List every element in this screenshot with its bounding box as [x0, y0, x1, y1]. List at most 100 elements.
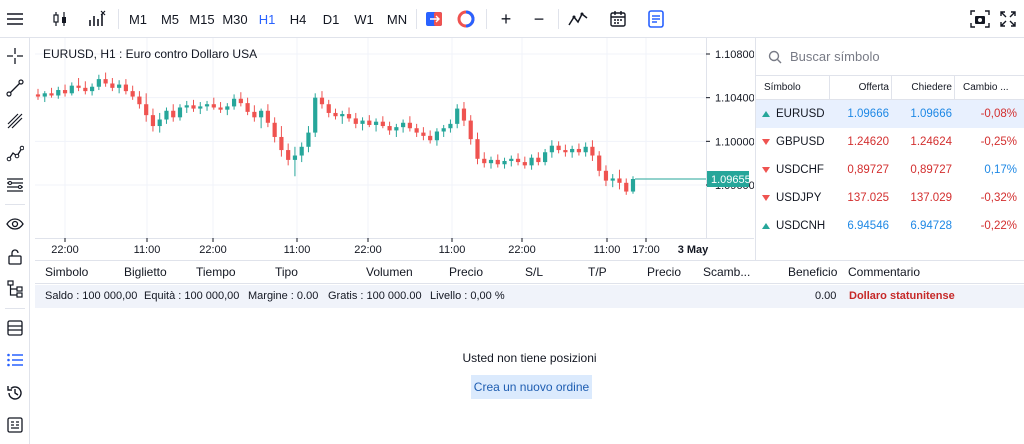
candle-body: [144, 104, 149, 116]
search-placeholder[interactable]: Buscar símbolo: [790, 49, 880, 64]
positions-list-icon[interactable]: [0, 345, 30, 375]
col-sl[interactable]: S/L: [525, 265, 544, 279]
watchlist-panel: Buscar símbolo Símbolo Offerta Chiedere …: [755, 38, 1024, 260]
col-bid[interactable]: Offerta: [829, 76, 891, 99]
history-icon[interactable]: [0, 378, 30, 408]
timeframe-w1[interactable]: W1: [354, 11, 374, 27]
indicators-icon[interactable]: [84, 0, 110, 38]
col-ask[interactable]: Chiedere: [891, 76, 954, 99]
candle-body: [624, 182, 629, 192]
col-tp[interactable]: T/P: [588, 265, 607, 279]
lock-icon[interactable]: [0, 242, 30, 272]
col-symbol[interactable]: Simbolo: [45, 265, 89, 279]
candle-body: [441, 128, 446, 132]
hamburger-menu-icon[interactable]: [0, 0, 30, 38]
new-order-button[interactable]: Crea un nuovo ordine: [471, 375, 592, 399]
candle-body: [468, 120, 473, 140]
margin: Margine : 0.00: [248, 290, 319, 302]
price-tick-label: 1.10800: [715, 49, 754, 61]
symbol-search[interactable]: Buscar símbolo: [756, 38, 1024, 76]
change-percent: -0,25%: [980, 136, 1017, 148]
candle-body: [515, 158, 521, 163]
candle-body: [69, 85, 74, 94]
candle-body: [198, 106, 203, 109]
candle-body: [401, 122, 406, 128]
timeframe-m1[interactable]: M1: [128, 11, 148, 27]
fullscreen-icon[interactable]: [996, 0, 1020, 38]
candle-body: [340, 114, 345, 117]
symbol-label: USDJPY: [776, 192, 822, 204]
timeframe-m15[interactable]: M15: [189, 11, 215, 27]
col-volume[interactable]: Volumen: [366, 265, 413, 279]
trade-mode-icon[interactable]: [454, 0, 478, 38]
eye-visibility-icon[interactable]: [0, 209, 30, 239]
candle-body: [225, 106, 230, 110]
col-type[interactable]: Tipo: [275, 265, 298, 279]
timeframe-d1[interactable]: D1: [322, 11, 340, 27]
watchlist-panel-icon[interactable]: [0, 313, 30, 343]
candle-body: [252, 111, 257, 118]
col-swap[interactable]: Scamb...: [703, 265, 751, 279]
timeframe-h4[interactable]: H4: [289, 11, 307, 27]
col-current-price[interactable]: Precio: [647, 265, 682, 279]
candle-body: [407, 122, 412, 129]
candle-body: [279, 136, 284, 151]
crosshair-icon[interactable]: [0, 41, 30, 71]
trend-line-icon[interactable]: [0, 73, 30, 103]
col-time[interactable]: Tiempo: [196, 265, 236, 279]
search-icon: [768, 50, 782, 64]
timeframe-mn[interactable]: MN: [386, 11, 408, 27]
timeframe-h1[interactable]: H1: [258, 11, 276, 27]
col-price[interactable]: Precio: [449, 265, 484, 279]
symbol-label: GBPUSD: [776, 136, 825, 148]
candle-body: [387, 126, 392, 131]
pitchfork-icon[interactable]: [0, 138, 30, 168]
calendar-icon[interactable]: [606, 0, 630, 38]
col-symbol[interactable]: Símbolo: [764, 82, 801, 93]
trade-panel-icon[interactable]: [644, 0, 668, 38]
col-change[interactable]: Cambio ...: [954, 76, 1024, 99]
candle-body: [286, 150, 291, 160]
candle-body: [96, 79, 101, 87]
candle-body: [137, 96, 142, 105]
drawing-tools-icon[interactable]: [566, 0, 590, 38]
top-toolbar: M1 M5 M15 M30 H1 H4 D1 W1 MN + −: [0, 0, 1024, 38]
col-ticket[interactable]: Biglietto: [124, 265, 167, 279]
timeframe-m5[interactable]: M5: [160, 11, 180, 27]
ask-price: 0,89727: [910, 164, 952, 176]
col-profit[interactable]: Beneficio: [788, 265, 838, 279]
price-tick-label: 1.10000: [715, 136, 754, 148]
candlestick-chart-icon[interactable]: [48, 0, 72, 38]
bid-price: 137.025: [847, 192, 889, 204]
time-tick-label: 3 May: [678, 244, 709, 256]
fibonacci-icon[interactable]: [0, 170, 30, 200]
bid-price: 1.09666: [847, 108, 889, 120]
arrow-down-icon: [762, 195, 770, 201]
col-comment[interactable]: Commentario: [848, 265, 921, 279]
candle-body: [394, 127, 399, 131]
ask-price: 1.09666: [910, 108, 952, 120]
candle-body: [306, 132, 311, 147]
screenshot-camera-icon[interactable]: [968, 0, 992, 38]
symbol-label: USDCNH: [776, 220, 826, 232]
zoom-in-button[interactable]: +: [500, 8, 512, 29]
price-chart[interactable]: 1.108001.104001.100001.0960022:0011:0022…: [35, 38, 755, 260]
candle-body: [448, 123, 453, 129]
candle-body: [76, 85, 81, 88]
candle-body: [421, 132, 426, 136]
candle-body: [123, 84, 128, 92]
candlestick-chart[interactable]: 1.108001.104001.100001.0960022:0011:0022…: [35, 38, 755, 260]
journal-icon[interactable]: [0, 410, 30, 440]
timeframe-m30[interactable]: M30: [222, 11, 248, 27]
candle-body: [549, 145, 554, 153]
watchlist-row-gbpusd[interactable]: GBPUSD 1.24620 1.24624 -0,25%: [756, 128, 1024, 156]
object-tree-icon[interactable]: [0, 274, 30, 304]
watchlist-row-usdjpy[interactable]: USDJPY 137.025 137.029 -0,32%: [756, 184, 1024, 212]
zoom-out-button[interactable]: −: [533, 8, 545, 29]
watchlist-row-usdchf[interactable]: USDCHF 0,89727 0,89727 0,17%: [756, 156, 1024, 184]
candle-body: [509, 158, 514, 161]
one-click-trading-icon[interactable]: [422, 0, 446, 38]
watchlist-row-eurusd[interactable]: EURUSD 1.09666 1.09666 -0,08%: [756, 100, 1024, 128]
parallel-channel-icon[interactable]: [0, 106, 30, 136]
watchlist-row-usdcnh[interactable]: USDCNH 6.94546 6.94728 -0,22%: [756, 212, 1024, 240]
